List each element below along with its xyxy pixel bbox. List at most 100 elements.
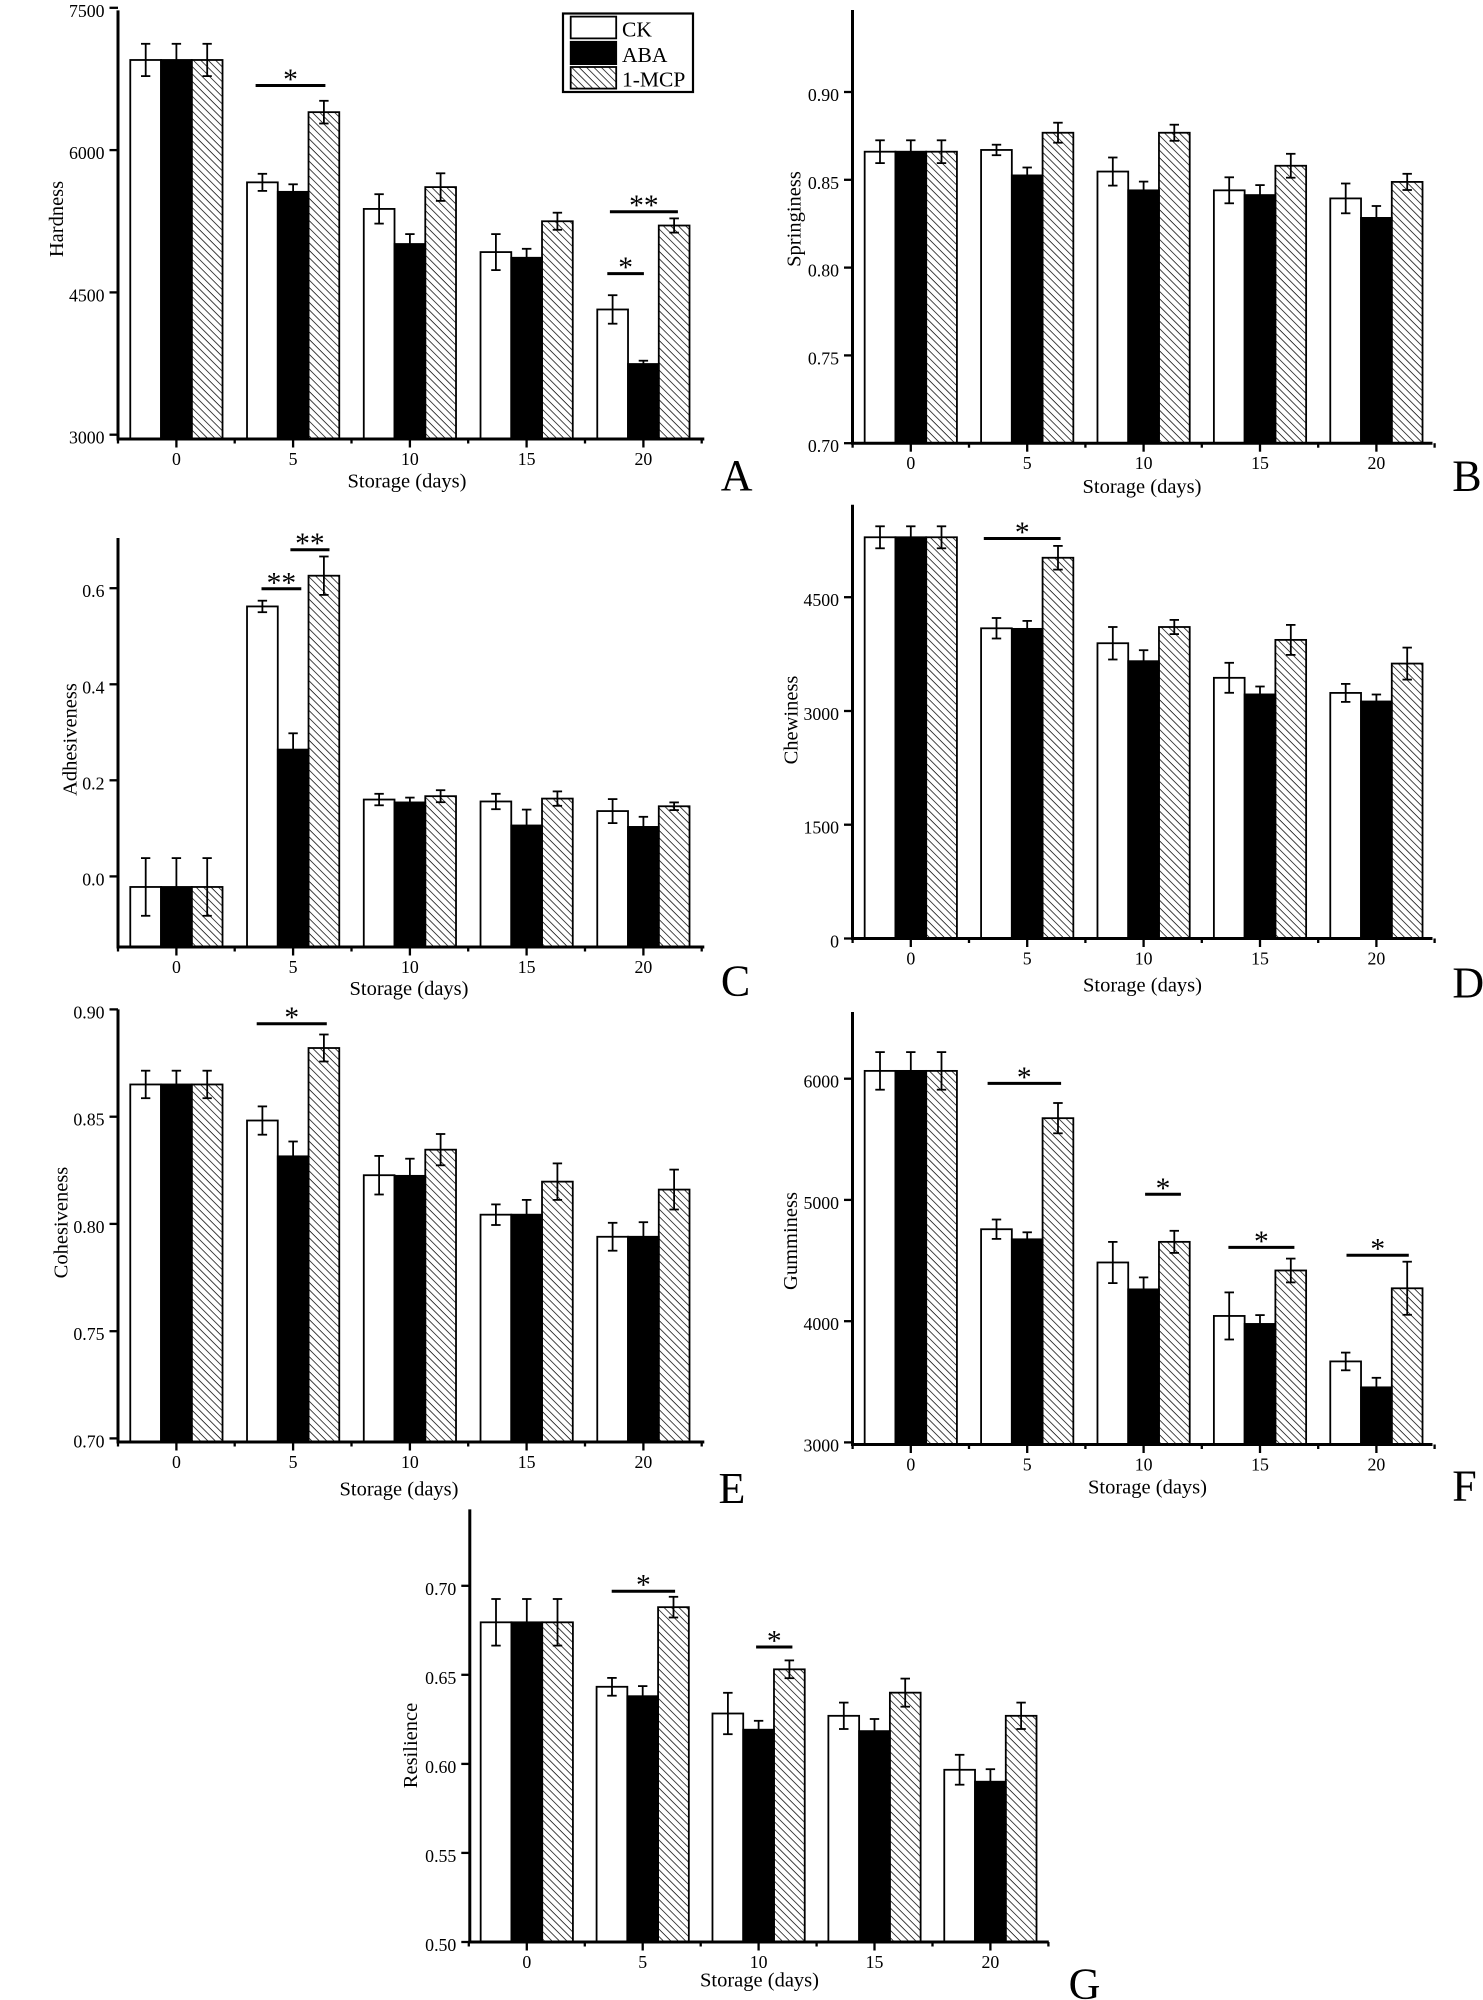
svg-text:*: * (636, 1570, 651, 1602)
svg-text:0.85: 0.85 (808, 173, 839, 193)
svg-text:5: 5 (1023, 453, 1032, 473)
svg-text:0.6: 0.6 (82, 581, 104, 601)
svg-text:Cohesiveness: Cohesiveness (51, 1167, 73, 1279)
svg-text:0.90: 0.90 (73, 1002, 104, 1022)
svg-text:Storage (days): Storage (days) (1083, 476, 1202, 498)
svg-text:3000: 3000 (803, 1435, 839, 1455)
svg-text:1500: 1500 (803, 818, 839, 838)
svg-text:10: 10 (401, 1452, 419, 1472)
svg-text:0.80: 0.80 (808, 261, 839, 281)
svg-text:**: ** (295, 528, 325, 560)
svg-text:Storage (days): Storage (days) (348, 471, 467, 493)
svg-text:15: 15 (866, 1952, 884, 1972)
svg-text:0: 0 (172, 1452, 181, 1472)
svg-text:10: 10 (1135, 1455, 1153, 1475)
svg-text:B: B (1452, 452, 1481, 501)
svg-text:Storage (days): Storage (days) (1083, 975, 1202, 997)
svg-text:Storage (days): Storage (days) (340, 1479, 459, 1501)
svg-text:*: * (1017, 1062, 1032, 1094)
svg-text:G: G (1069, 1960, 1101, 2000)
svg-text:15: 15 (1251, 949, 1269, 969)
svg-text:20: 20 (982, 1952, 1000, 1972)
svg-text:20: 20 (1368, 949, 1386, 969)
svg-text:10: 10 (401, 957, 419, 977)
svg-text:*: * (283, 64, 298, 96)
svg-text:0.75: 0.75 (808, 348, 839, 368)
svg-text:1-MCP: 1-MCP (622, 68, 685, 92)
svg-text:E: E (719, 1464, 746, 1513)
svg-text:15: 15 (518, 449, 536, 469)
svg-text:*: * (1015, 517, 1030, 549)
svg-text:5: 5 (289, 449, 298, 469)
svg-text:Resilience: Resilience (400, 1703, 422, 1788)
svg-text:10: 10 (1135, 453, 1153, 473)
svg-text:10: 10 (401, 449, 419, 469)
svg-text:*: * (1370, 1234, 1385, 1266)
svg-text:0.70: 0.70 (425, 1579, 456, 1599)
svg-text:0.75: 0.75 (73, 1324, 104, 1344)
svg-text:3000: 3000 (69, 428, 105, 448)
svg-text:5: 5 (1023, 1455, 1032, 1475)
svg-text:*: * (767, 1626, 782, 1658)
svg-text:F: F (1452, 1462, 1476, 1511)
svg-text:0.85: 0.85 (73, 1110, 104, 1130)
svg-text:Chewiness: Chewiness (781, 676, 803, 765)
svg-text:0.70: 0.70 (73, 1431, 104, 1451)
svg-text:15: 15 (1251, 1455, 1269, 1475)
svg-text:20: 20 (635, 1452, 653, 1472)
svg-text:0: 0 (522, 1952, 531, 1972)
svg-text:0.90: 0.90 (808, 85, 839, 105)
svg-text:0.50: 0.50 (425, 1935, 456, 1955)
svg-text:0.4: 0.4 (82, 677, 104, 697)
svg-text:10: 10 (1135, 949, 1153, 969)
svg-text:Springiness: Springiness (784, 171, 806, 267)
svg-text:0.2: 0.2 (82, 773, 104, 793)
svg-text:5: 5 (289, 957, 298, 977)
svg-text:**: ** (629, 190, 659, 222)
svg-text:0.80: 0.80 (73, 1217, 104, 1237)
svg-text:**: ** (267, 567, 297, 599)
svg-text:*: * (284, 1002, 299, 1034)
svg-text:Hardness: Hardness (46, 181, 68, 257)
svg-text:0: 0 (830, 932, 839, 952)
svg-text:0: 0 (172, 449, 181, 469)
svg-text:20: 20 (1368, 453, 1386, 473)
svg-text:15: 15 (1251, 453, 1269, 473)
svg-text:0: 0 (906, 949, 915, 969)
svg-text:ABA: ABA (622, 43, 668, 67)
svg-text:0: 0 (172, 957, 181, 977)
svg-text:5: 5 (1023, 949, 1032, 969)
svg-text:D: D (1452, 959, 1483, 1008)
svg-text:10: 10 (750, 1952, 768, 1972)
svg-text:0: 0 (906, 1455, 915, 1475)
svg-text:Storage (days): Storage (days) (1088, 1477, 1207, 1499)
svg-text:0.70: 0.70 (808, 436, 839, 456)
svg-text:7500: 7500 (69, 1, 105, 21)
svg-text:*: * (1156, 1173, 1171, 1205)
svg-text:0.65: 0.65 (425, 1668, 456, 1688)
svg-text:6000: 6000 (69, 143, 105, 163)
svg-text:C: C (721, 956, 750, 1005)
svg-text:3000: 3000 (803, 704, 839, 724)
svg-text:0.0: 0.0 (82, 869, 104, 889)
svg-text:Adhesiveness: Adhesiveness (60, 683, 82, 796)
svg-text:0.60: 0.60 (425, 1757, 456, 1777)
svg-text:*: * (618, 252, 633, 284)
svg-text:20: 20 (635, 449, 653, 469)
svg-text:*: * (1254, 1226, 1269, 1258)
svg-text:0: 0 (906, 453, 915, 473)
svg-text:Storage (days): Storage (days) (350, 978, 469, 1000)
svg-text:Gumminess: Gumminess (780, 1192, 802, 1290)
svg-text:20: 20 (635, 957, 653, 977)
svg-text:Storage (days): Storage (days) (700, 1970, 819, 1992)
svg-text:4500: 4500 (69, 285, 105, 305)
svg-text:4000: 4000 (803, 1314, 839, 1334)
svg-text:4500: 4500 (803, 590, 839, 610)
svg-text:5: 5 (289, 1452, 298, 1472)
svg-text:0.55: 0.55 (425, 1846, 456, 1866)
svg-text:A: A (721, 451, 753, 500)
svg-text:CK: CK (622, 17, 652, 41)
svg-text:20: 20 (1368, 1455, 1386, 1475)
svg-text:15: 15 (518, 957, 536, 977)
svg-text:5: 5 (638, 1952, 647, 1972)
